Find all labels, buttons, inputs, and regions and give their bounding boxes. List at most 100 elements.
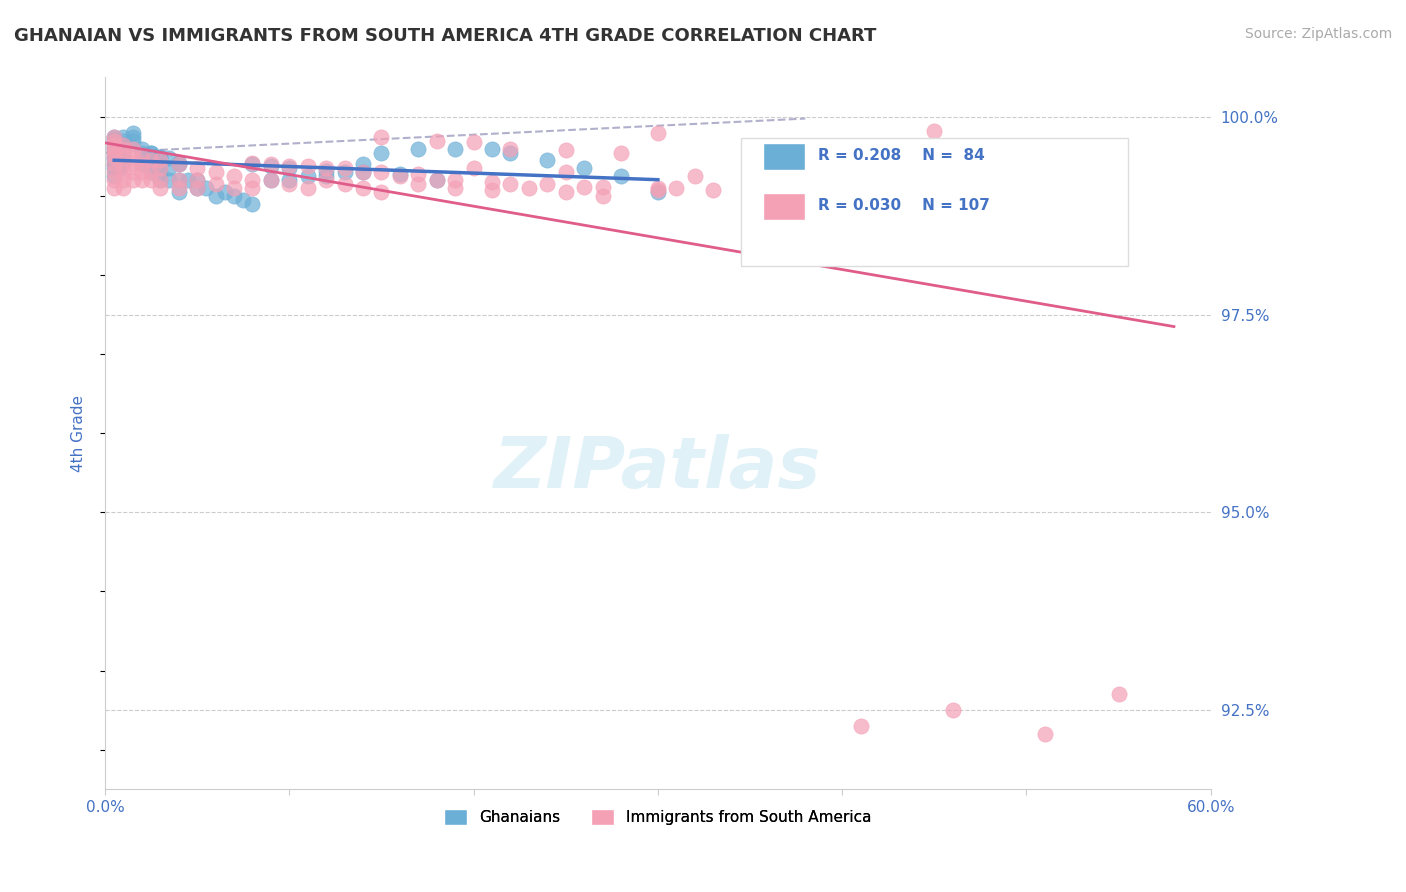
Point — [195, 181, 218, 195]
Point — [426, 173, 449, 187]
Point — [139, 157, 162, 171]
Point — [131, 157, 153, 171]
Point — [979, 183, 1001, 197]
Point — [647, 126, 669, 140]
Point — [107, 153, 129, 168]
Point — [610, 169, 633, 184]
Point — [222, 181, 245, 195]
Point — [107, 145, 129, 160]
Point — [758, 183, 780, 197]
Point — [849, 719, 872, 733]
Point — [370, 165, 392, 179]
Point — [738, 173, 761, 187]
Point — [260, 173, 283, 187]
Point — [103, 161, 125, 176]
Point — [242, 197, 264, 211]
Point — [333, 165, 356, 179]
Point — [592, 189, 614, 203]
Point — [112, 137, 135, 152]
Point — [103, 173, 125, 187]
Point — [121, 142, 143, 156]
Point — [186, 173, 208, 187]
Point — [186, 161, 208, 176]
Point — [214, 185, 236, 199]
Point — [260, 157, 283, 171]
Point — [297, 169, 319, 184]
Point — [278, 159, 301, 173]
Point — [112, 134, 135, 148]
Point — [647, 183, 669, 197]
Point — [315, 161, 337, 176]
Point — [370, 129, 392, 144]
Point — [536, 153, 558, 168]
Text: R = 0.030    N = 107: R = 0.030 N = 107 — [818, 198, 990, 213]
Point — [131, 145, 153, 160]
Point — [149, 181, 172, 195]
Point — [499, 142, 522, 156]
Point — [204, 165, 226, 179]
Point — [1033, 727, 1056, 741]
Point — [426, 134, 449, 148]
Point — [738, 149, 761, 163]
Y-axis label: 4th Grade: 4th Grade — [72, 395, 86, 472]
Point — [131, 165, 153, 179]
Point — [121, 173, 143, 187]
Point — [278, 173, 301, 187]
Point — [554, 165, 576, 179]
Point — [481, 142, 503, 156]
Point — [131, 157, 153, 171]
Point — [554, 185, 576, 199]
Point — [481, 183, 503, 197]
Point — [260, 173, 283, 187]
Point — [131, 173, 153, 187]
Point — [167, 173, 190, 187]
Point — [554, 143, 576, 157]
Point — [232, 193, 254, 207]
Point — [665, 181, 688, 195]
Point — [647, 185, 669, 199]
Point — [572, 161, 595, 176]
Point — [408, 177, 430, 191]
Point — [333, 161, 356, 176]
Point — [159, 151, 181, 165]
Legend: Ghanaians, Immigrants from South America: Ghanaians, Immigrants from South America — [439, 803, 877, 831]
Point — [444, 173, 467, 187]
Point — [758, 185, 780, 199]
Point — [139, 165, 162, 179]
Point — [222, 189, 245, 203]
Point — [297, 159, 319, 173]
Point — [904, 185, 927, 199]
Point — [103, 149, 125, 163]
Point — [186, 181, 208, 195]
Point — [315, 163, 337, 178]
Point — [167, 157, 190, 171]
Point — [204, 177, 226, 191]
Point — [297, 181, 319, 195]
Point — [110, 157, 132, 171]
Point — [167, 156, 190, 170]
Point — [103, 145, 125, 160]
Point — [103, 181, 125, 195]
Point — [103, 149, 125, 163]
Point — [370, 185, 392, 199]
Point — [108, 153, 131, 168]
Point — [1052, 185, 1074, 199]
Point — [242, 157, 264, 171]
Point — [103, 137, 125, 152]
Point — [572, 179, 595, 194]
Point — [149, 161, 172, 176]
Point — [444, 181, 467, 195]
Point — [408, 142, 430, 156]
Point — [942, 703, 965, 717]
Point — [517, 181, 540, 195]
Text: ZIPatlas: ZIPatlas — [494, 434, 821, 503]
Point — [108, 161, 131, 176]
Point — [103, 132, 125, 146]
Point — [112, 157, 135, 171]
Point — [103, 157, 125, 171]
Point — [149, 149, 172, 163]
Point — [112, 165, 135, 179]
Point — [112, 145, 135, 160]
Point — [592, 179, 614, 194]
Point — [149, 165, 172, 179]
